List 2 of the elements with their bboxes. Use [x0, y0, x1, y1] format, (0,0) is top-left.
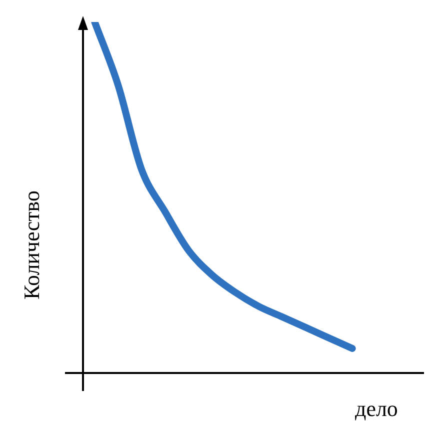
x-axis-title: дело [355, 396, 398, 421]
y-axis-title: Количество [19, 190, 45, 300]
